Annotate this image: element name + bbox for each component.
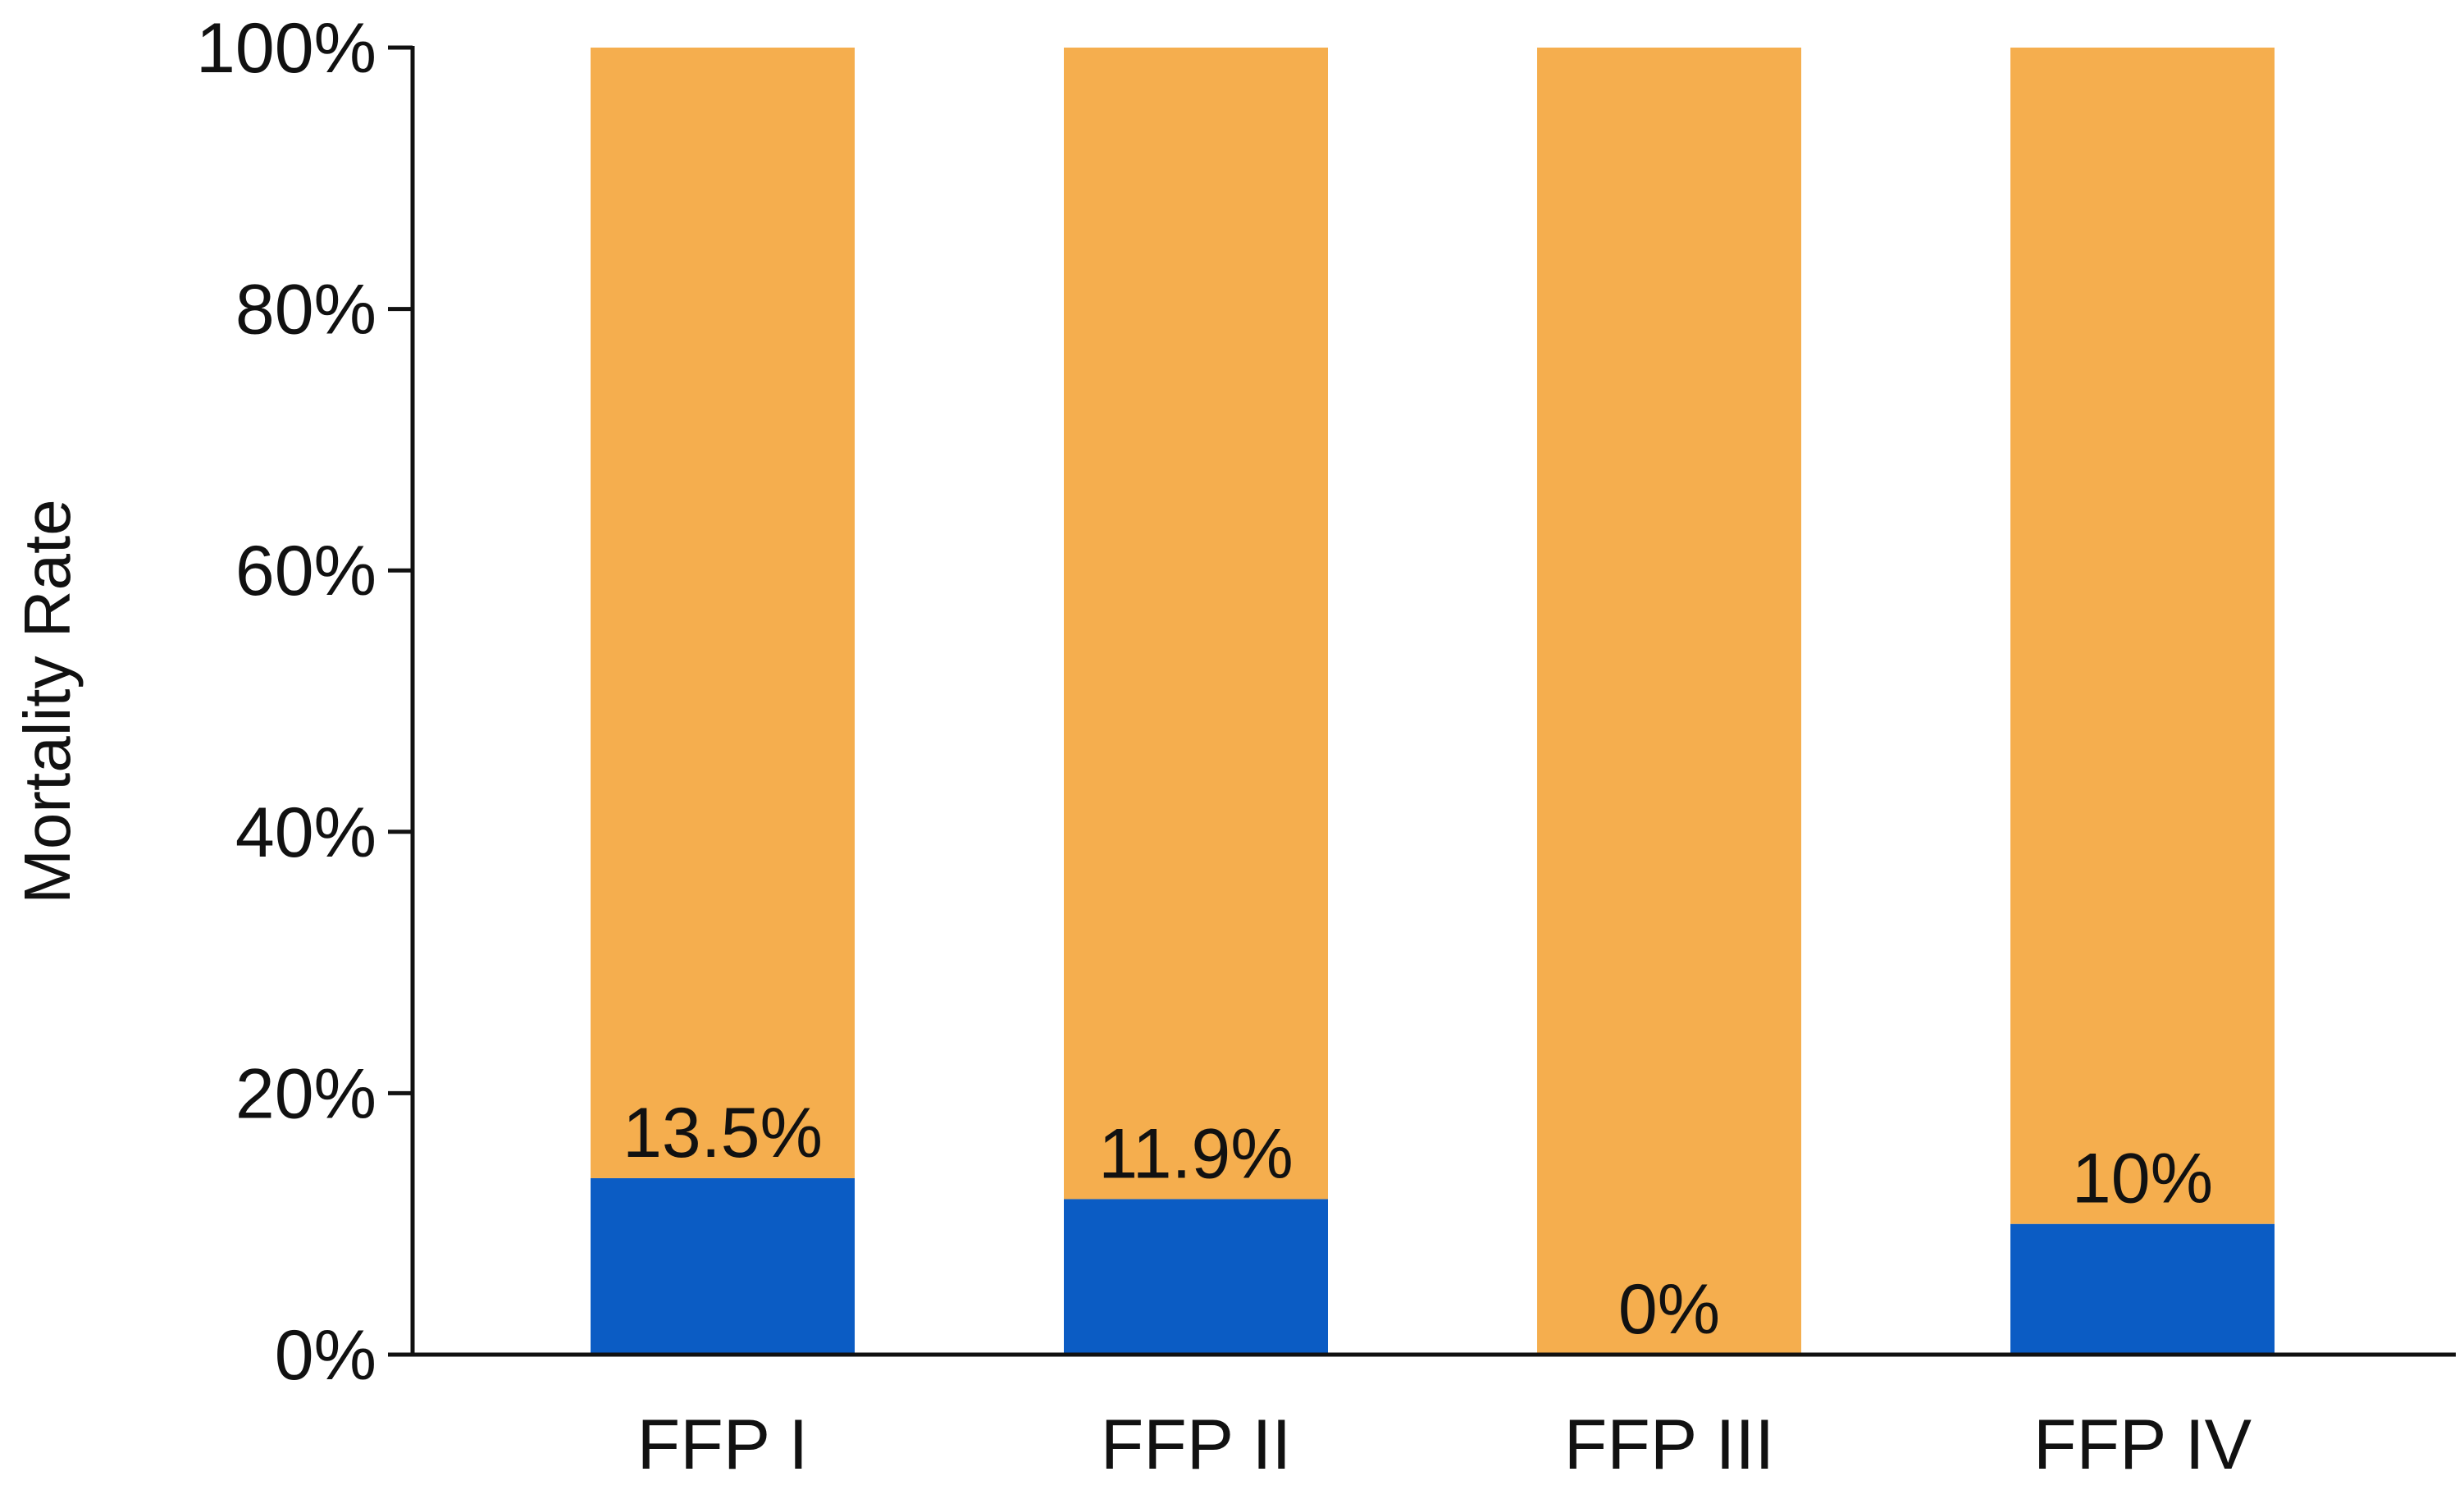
data-label: 11.9% — [1098, 1114, 1293, 1193]
bars-layer — [591, 48, 2275, 1355]
bar-segment-mortality — [1064, 1199, 1328, 1355]
x-tick-label: FFP III — [1564, 1405, 1774, 1484]
bar-segment-mortality — [2010, 1223, 2275, 1355]
y-tick-label: 80% — [235, 271, 376, 350]
bar-segment-mortality — [591, 1177, 855, 1355]
x-tick-labels-layer: FFP I FFP II FFP III FFP IV — [637, 1405, 2252, 1484]
x-tick-label: FFP IV — [2033, 1405, 2252, 1484]
bar-segment-remainder — [1537, 48, 1801, 1355]
y-tick-label: 60% — [235, 532, 376, 610]
x-tick-label: FFP I — [637, 1405, 809, 1484]
bar-segment-remainder — [2010, 48, 2275, 1224]
y-axis-title: Mortality Rate — [11, 499, 84, 903]
data-label: 13.5% — [623, 1094, 823, 1172]
data-labels-layer: 13.5% 11.9% 0% 10% — [623, 1094, 2213, 1349]
y-tick-label: 20% — [235, 1054, 376, 1133]
data-label: 10% — [2072, 1140, 2213, 1218]
bar-segment-remainder — [1064, 48, 1328, 1200]
y-ticks-layer: 0% 20% 40% 60% 80% 100% — [196, 9, 413, 1395]
data-label: 0% — [1618, 1270, 1720, 1349]
x-tick-label: FFP II — [1101, 1405, 1292, 1484]
axes-layer — [410, 46, 2456, 1357]
y-tick-label: 100% — [196, 9, 376, 88]
y-tick-label: 40% — [235, 793, 376, 872]
y-tick-label: 0% — [275, 1316, 376, 1395]
bar-segment-remainder — [591, 48, 855, 1178]
